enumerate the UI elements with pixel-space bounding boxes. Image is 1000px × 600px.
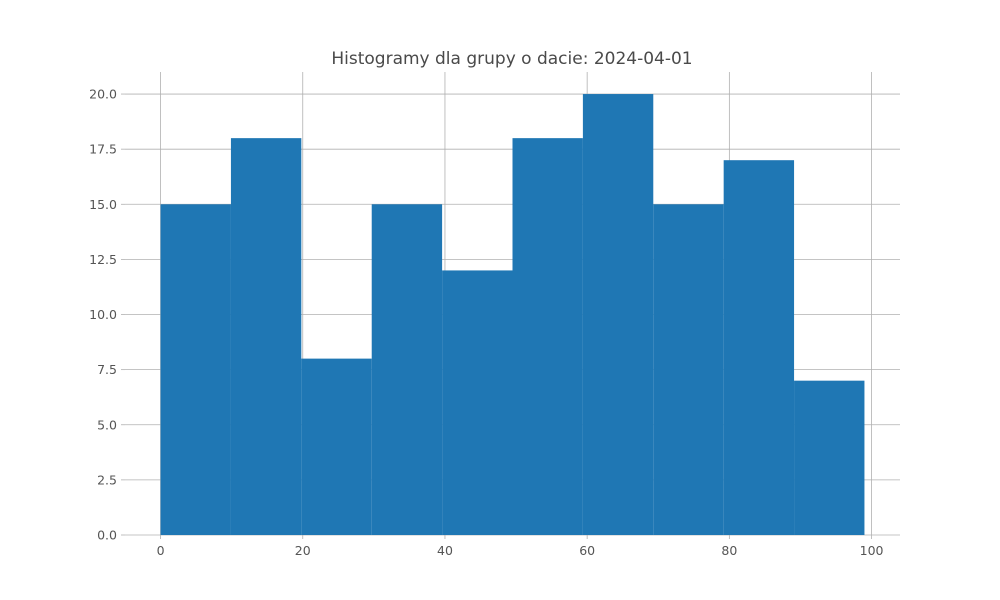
y-tick-label: 2.5: [97, 472, 117, 487]
y-axis-ticks: 0.0 2.5 5.0 7.5 10.0 12.5 15.0 17.5 20.0: [89, 87, 125, 543]
x-tick-label: 80: [721, 543, 737, 558]
x-tick-label: 40: [437, 543, 453, 558]
histogram-bar: [794, 380, 865, 535]
histogram-bar: [512, 138, 583, 535]
histogram-bar: [230, 138, 302, 535]
chart-title: Histogramy dla grupy o dacie: 2024-04-01: [331, 49, 692, 69]
y-tick-label: 15.0: [89, 197, 117, 212]
x-tick-label: 20: [295, 543, 311, 558]
x-tick-label: 60: [579, 543, 595, 558]
histogram-bars: [160, 94, 865, 536]
histogram-bar: [160, 204, 231, 536]
x-tick-label: 0: [157, 543, 165, 558]
x-axis-ticks: 0 20 40 60 80 100: [157, 535, 884, 558]
histogram-bar: [582, 94, 654, 536]
y-tick-label: 5.0: [97, 417, 117, 432]
y-tick-label: 20.0: [89, 87, 117, 102]
histogram-bar: [442, 270, 513, 535]
y-tick-label: 12.5: [89, 252, 117, 267]
histogram-bar: [723, 160, 795, 535]
y-tick-label: 17.5: [89, 142, 117, 157]
histogram-bar: [301, 358, 372, 535]
histogram-bar: [653, 204, 724, 536]
y-tick-label: 0.0: [97, 528, 117, 543]
y-tick-label: 10.0: [89, 307, 117, 322]
histogram-bar: [371, 204, 443, 536]
x-tick-label: 100: [860, 543, 884, 558]
y-tick-label: 7.5: [97, 362, 117, 377]
